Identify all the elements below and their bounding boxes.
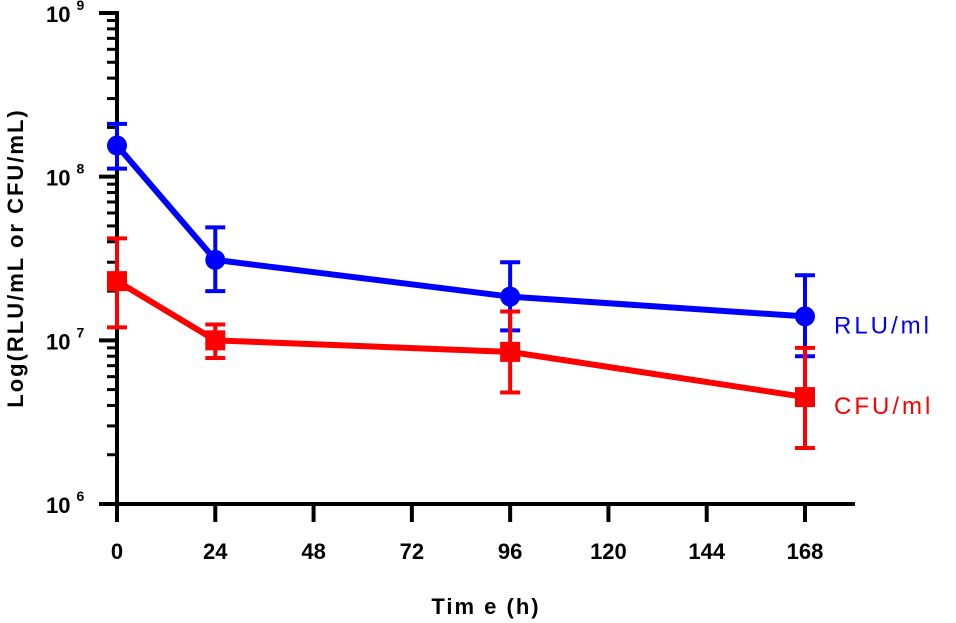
x-axis-title: Tim e (h) bbox=[431, 594, 540, 619]
data-point-rlu-ml bbox=[795, 306, 815, 327]
legend-label-cfu-ml: CFU/ml bbox=[834, 393, 933, 420]
x-tick-label: 120 bbox=[590, 539, 627, 564]
data-point-cfu-ml bbox=[205, 330, 226, 351]
data-point-cfu-ml bbox=[500, 341, 521, 362]
data-point-rlu-ml bbox=[500, 286, 521, 307]
y-axis-title: Log(RLU/mL or CFU/mL) bbox=[3, 108, 28, 407]
data-point-rlu-ml bbox=[205, 249, 226, 270]
series-line-rlu-ml bbox=[114, 143, 806, 320]
data-point-cfu-ml bbox=[107, 271, 127, 292]
x-tick-label: 168 bbox=[787, 539, 824, 564]
data-point-rlu-ml bbox=[107, 135, 127, 156]
data-point-cfu-ml bbox=[795, 387, 815, 408]
x-tick-label: 48 bbox=[301, 539, 325, 564]
series-line-cfu-ml bbox=[115, 278, 806, 401]
y-tick-label: 10 6 bbox=[46, 488, 84, 518]
y-tick-label: 10 7 bbox=[46, 324, 84, 354]
series-group bbox=[107, 121, 815, 450]
y-tick-label: 10 8 bbox=[46, 161, 84, 191]
x-tick-label: 0 bbox=[111, 539, 123, 564]
y-tick-label: 10 9 bbox=[46, 0, 84, 27]
labels-group: 10 6 10 7 10 8 10 9 0 24 48 72 96 120 144 168 Tim e (h) L… bbox=[3, 0, 933, 619]
legend-label-rlu-ml: RLU/ml bbox=[834, 312, 932, 339]
x-tick-label: 24 bbox=[203, 539, 228, 564]
x-tick-label: 72 bbox=[400, 539, 424, 564]
x-tick-label: 144 bbox=[688, 539, 725, 564]
x-tick-label: 96 bbox=[498, 539, 522, 564]
